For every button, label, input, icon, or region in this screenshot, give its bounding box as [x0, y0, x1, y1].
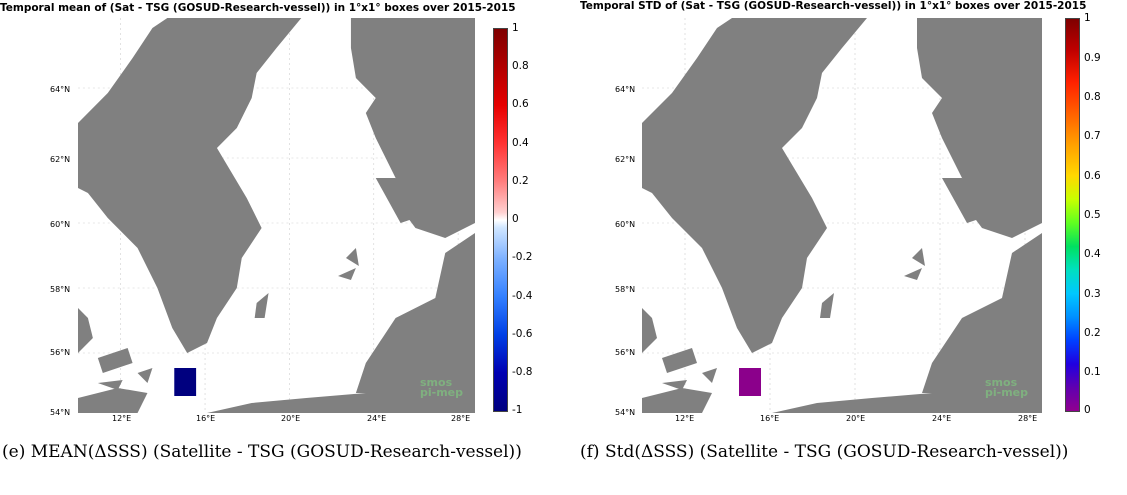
panel-title: Temporal mean of (Sat - TSG (GOSUD-Resea…	[0, 2, 516, 14]
x-tick: 12°E	[675, 414, 695, 423]
colorbar-tick: -0.6	[512, 328, 533, 340]
y-tick: 56°N	[615, 348, 636, 357]
panel-title: Temporal STD of (Sat - TSG (GOSUD-Resear…	[580, 0, 1087, 12]
map-std	[642, 18, 1042, 413]
x-tick: 24°E	[932, 414, 952, 423]
colorbar-tick: 0.5	[1084, 209, 1101, 221]
colorbar	[1065, 18, 1080, 412]
x-tick: 20°E	[281, 414, 301, 423]
colorbar-tick: 0.3	[1084, 288, 1101, 300]
x-tick: 28°E	[1018, 414, 1038, 423]
y-tick: 60°N	[50, 220, 71, 229]
y-tick: 64°N	[615, 85, 636, 94]
colorbar-tick: 0.4	[512, 137, 529, 149]
smos-logo: smos pi-mep	[985, 376, 1029, 399]
y-tick: 62°N	[615, 155, 636, 164]
colorbar-tick: 0.7	[1084, 130, 1101, 142]
x-tick: 20°E	[846, 414, 866, 423]
smos-logo: smos pi-mep	[420, 376, 464, 399]
colorbar-tick: 0.8	[512, 60, 529, 72]
colorbar-tick: 0	[512, 213, 519, 225]
colorbar-tick: -0.2	[512, 251, 533, 263]
colorbar-tick: 1	[1084, 12, 1091, 24]
y-tick: 62°N	[50, 155, 71, 164]
colorbar-tick: 0.4	[1084, 248, 1101, 260]
y-tick: 56°N	[50, 348, 71, 357]
colorbar-tick: 0.6	[512, 98, 529, 110]
x-tick: 28°E	[451, 414, 471, 423]
colorbar-tick: -0.8	[512, 366, 533, 378]
colorbar-tick: 0.2	[1084, 327, 1101, 339]
data-box	[174, 368, 197, 396]
colorbar	[493, 28, 508, 412]
y-tick: 54°N	[50, 408, 71, 417]
colorbar-tick: 0.6	[1084, 170, 1101, 182]
y-tick: 64°N	[50, 85, 71, 94]
colorbar-tick: 0	[1084, 404, 1091, 416]
map-mean	[78, 18, 475, 413]
x-tick: 16°E	[196, 414, 216, 423]
colorbar-tick: -1	[512, 404, 523, 416]
colorbar-tick: 0.9	[1084, 52, 1101, 64]
caption-std: (f) Std(ΔSSS) (Satellite - TSG (GOSUD-Re…	[580, 442, 1069, 462]
caption-mean: (e) MEAN(ΔSSS) (Satellite - TSG (GOSUD-R…	[2, 442, 522, 462]
y-tick: 58°N	[615, 285, 636, 294]
x-tick: 16°E	[760, 414, 780, 423]
data-box	[739, 368, 761, 396]
x-tick: 12°E	[112, 414, 132, 423]
colorbar-tick: 1	[512, 22, 519, 34]
colorbar-tick: 0.2	[512, 175, 529, 187]
colorbar-tick: 0.1	[1084, 366, 1101, 378]
colorbar-tick: -0.4	[512, 290, 533, 302]
x-tick: 24°E	[367, 414, 387, 423]
y-tick: 60°N	[615, 220, 636, 229]
y-tick: 54°N	[615, 408, 636, 417]
colorbar-tick: 0.8	[1084, 91, 1101, 103]
y-tick: 58°N	[50, 285, 71, 294]
